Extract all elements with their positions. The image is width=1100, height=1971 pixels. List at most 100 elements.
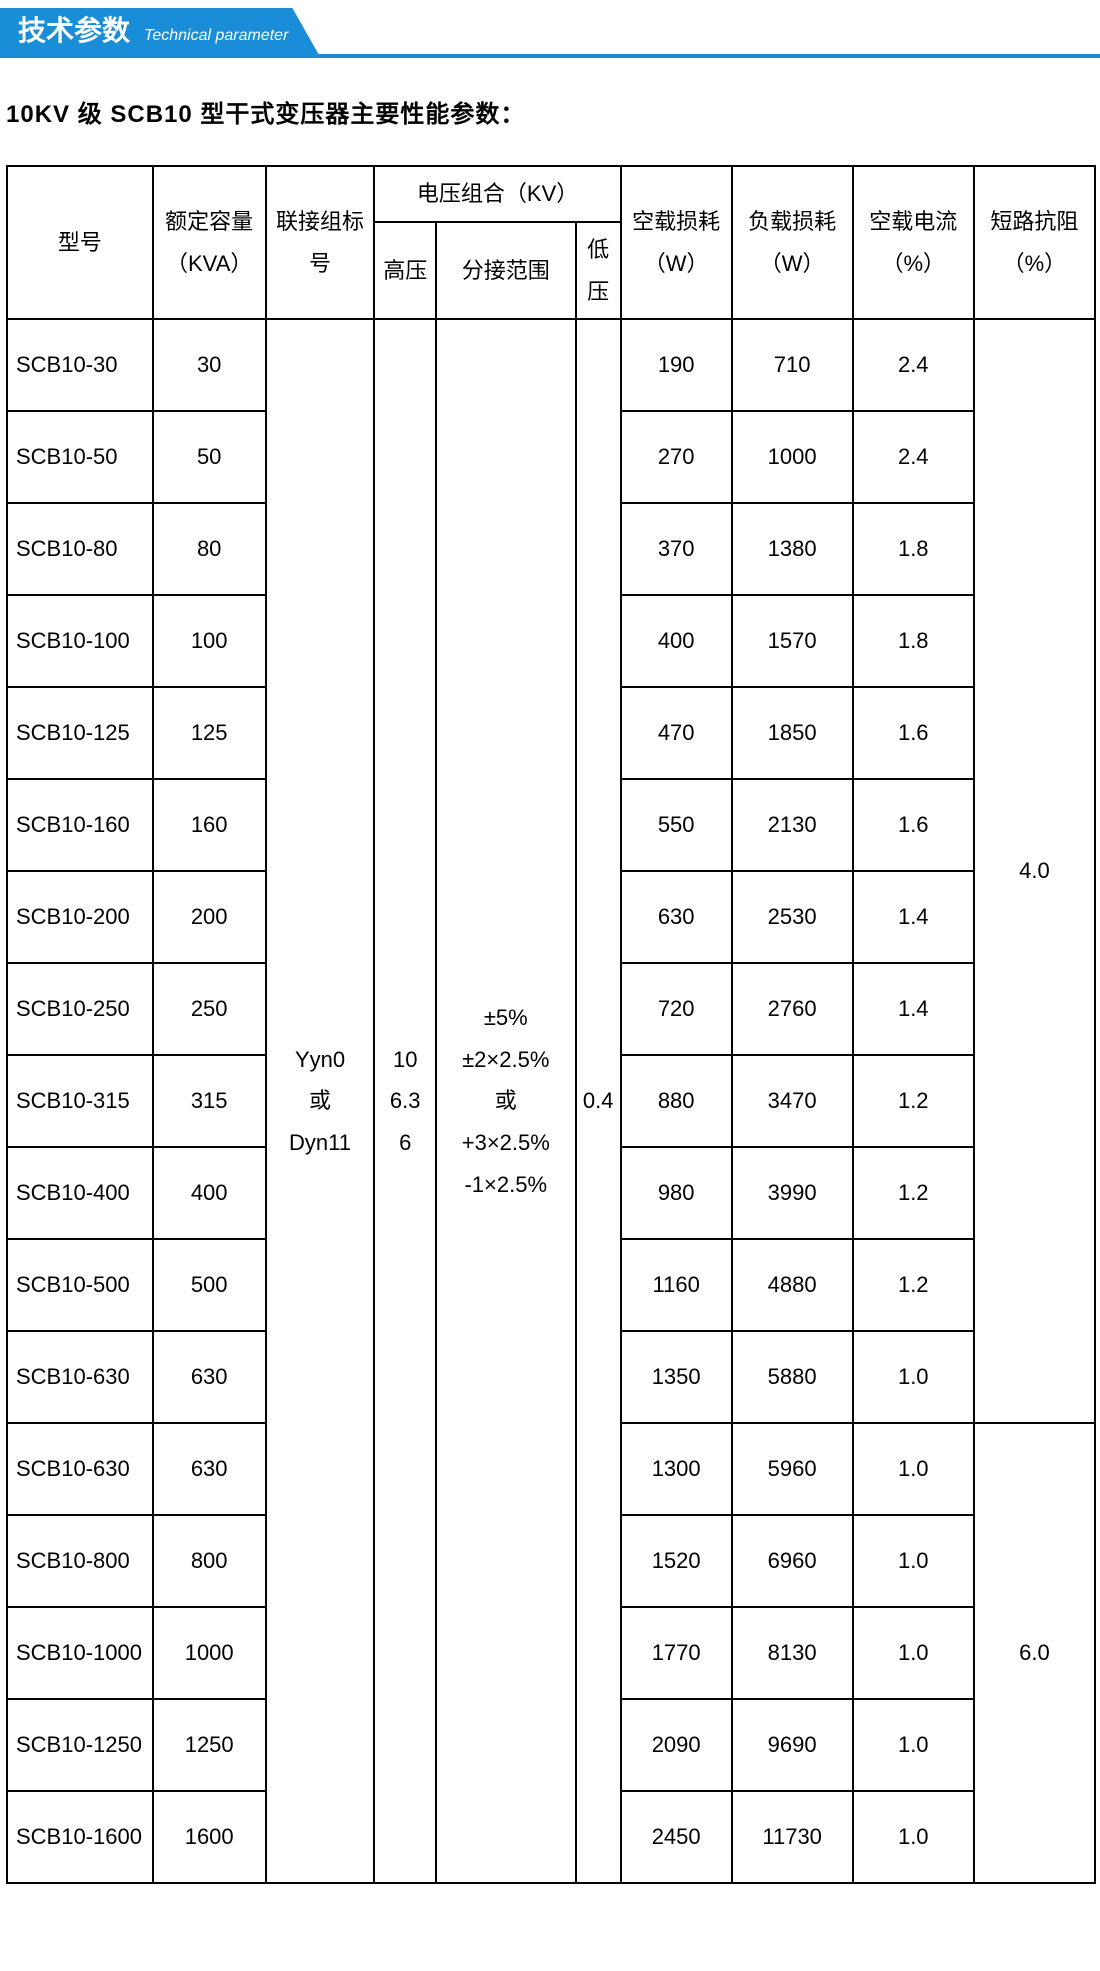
cell-model: SCB10-80 — [7, 503, 153, 595]
cell-model: SCB10-200 — [7, 871, 153, 963]
cell-noload-loss: 1160 — [621, 1239, 732, 1331]
cell-noload-current: 1.0 — [853, 1699, 974, 1791]
cell-noload-current: 1.4 — [853, 963, 974, 1055]
banner-tab: 技术参数 Technical parameter — [0, 8, 318, 54]
cell-noload-loss: 980 — [621, 1147, 732, 1239]
cell-capacity: 1600 — [153, 1791, 266, 1883]
th-impedance: 短路抗阻（%） — [974, 166, 1095, 319]
th-connection: 联接组标号 — [266, 166, 375, 319]
cell-model: SCB10-30 — [7, 319, 153, 411]
cell-noload-current: 1.6 — [853, 687, 974, 779]
cell-load-loss: 8130 — [732, 1607, 853, 1699]
cell-impedance: 6.0 — [974, 1423, 1095, 1883]
cell-noload-loss: 1520 — [621, 1515, 732, 1607]
cell-capacity: 160 — [153, 779, 266, 871]
cell-noload-loss: 400 — [621, 595, 732, 687]
cell-capacity: 1250 — [153, 1699, 266, 1791]
cell-model: SCB10-160 — [7, 779, 153, 871]
cell-model: SCB10-125 — [7, 687, 153, 779]
cell-model: SCB10-800 — [7, 1515, 153, 1607]
cell-load-loss: 5960 — [732, 1423, 853, 1515]
cell-noload-current: 1.0 — [853, 1791, 974, 1883]
cell-load-loss: 1380 — [732, 503, 853, 595]
cell-model: SCB10-1250 — [7, 1699, 153, 1791]
cell-model: SCB10-50 — [7, 411, 153, 503]
cell-capacity: 630 — [153, 1423, 266, 1515]
cell-connection: Yyn0 或 Dyn11 — [266, 319, 375, 1883]
cell-noload-current: 1.4 — [853, 871, 974, 963]
th-tap: 分接范围 — [436, 222, 576, 320]
cell-load-loss: 9690 — [732, 1699, 853, 1791]
table-header: 型号 额定容量（KVA） 联接组标号 电压组合（KV） 空载损耗（W） 负载损耗… — [7, 166, 1095, 319]
cell-noload-loss: 1300 — [621, 1423, 732, 1515]
cell-tap: ±5% ±2×2.5% 或 +3×2.5% -1×2.5% — [436, 319, 576, 1883]
table-row: SCB10-3030Yyn0 或 Dyn1110 6.3 6±5% ±2×2.5… — [7, 319, 1095, 411]
table-body: SCB10-3030Yyn0 或 Dyn1110 6.3 6±5% ±2×2.5… — [7, 319, 1095, 1883]
banner-title-zh: 技术参数 — [18, 8, 130, 54]
cell-lv: 0.4 — [576, 319, 621, 1883]
cell-load-loss: 11730 — [732, 1791, 853, 1883]
cell-load-loss: 1570 — [732, 595, 853, 687]
cell-capacity: 1000 — [153, 1607, 266, 1699]
th-noload-loss: 空载损耗（W） — [621, 166, 732, 319]
spec-table: 型号 额定容量（KVA） 联接组标号 电压组合（KV） 空载损耗（W） 负载损耗… — [6, 165, 1096, 1884]
cell-model: SCB10-630 — [7, 1331, 153, 1423]
cell-noload-loss: 1770 — [621, 1607, 732, 1699]
cell-noload-current: 1.0 — [853, 1331, 974, 1423]
cell-noload-current: 1.0 — [853, 1607, 974, 1699]
cell-capacity: 315 — [153, 1055, 266, 1147]
cell-load-loss: 4880 — [732, 1239, 853, 1331]
cell-noload-current: 2.4 — [853, 411, 974, 503]
cell-model: SCB10-250 — [7, 963, 153, 1055]
th-capacity: 额定容量（KVA） — [153, 166, 266, 319]
cell-noload-loss: 550 — [621, 779, 732, 871]
cell-noload-loss: 1350 — [621, 1331, 732, 1423]
cell-capacity: 500 — [153, 1239, 266, 1331]
th-model: 型号 — [7, 166, 153, 319]
cell-noload-loss: 880 — [621, 1055, 732, 1147]
cell-load-loss: 2130 — [732, 779, 853, 871]
cell-noload-current: 1.2 — [853, 1239, 974, 1331]
section-banner: 技术参数 Technical parameter — [0, 8, 1100, 58]
cell-capacity: 250 — [153, 963, 266, 1055]
cell-capacity: 125 — [153, 687, 266, 779]
cell-noload-current: 1.0 — [853, 1423, 974, 1515]
th-lv: 低压 — [576, 222, 621, 320]
cell-load-loss: 5880 — [732, 1331, 853, 1423]
cell-noload-loss: 2450 — [621, 1791, 732, 1883]
cell-model: SCB10-1600 — [7, 1791, 153, 1883]
cell-noload-loss: 370 — [621, 503, 732, 595]
cell-load-loss: 3990 — [732, 1147, 853, 1239]
cell-noload-current: 1.0 — [853, 1515, 974, 1607]
cell-load-loss: 1850 — [732, 687, 853, 779]
cell-noload-loss: 470 — [621, 687, 732, 779]
cell-capacity: 630 — [153, 1331, 266, 1423]
cell-model: SCB10-630 — [7, 1423, 153, 1515]
cell-load-loss: 1000 — [732, 411, 853, 503]
cell-noload-loss: 720 — [621, 963, 732, 1055]
cell-noload-loss: 2090 — [621, 1699, 732, 1791]
cell-noload-current: 1.8 — [853, 595, 974, 687]
cell-noload-current: 1.2 — [853, 1055, 974, 1147]
cell-noload-current: 1.6 — [853, 779, 974, 871]
cell-noload-current: 1.8 — [853, 503, 974, 595]
cell-noload-current: 1.2 — [853, 1147, 974, 1239]
cell-noload-loss: 630 — [621, 871, 732, 963]
th-hv: 高压 — [374, 222, 436, 320]
cell-capacity: 50 — [153, 411, 266, 503]
th-load-loss: 负载损耗（W） — [732, 166, 853, 319]
cell-model: SCB10-1000 — [7, 1607, 153, 1699]
cell-model: SCB10-500 — [7, 1239, 153, 1331]
page-title: 10KV 级 SCB10 型干式变压器主要性能参数： — [0, 94, 1100, 129]
cell-noload-loss: 270 — [621, 411, 732, 503]
cell-load-loss: 2530 — [732, 871, 853, 963]
cell-noload-current: 2.4 — [853, 319, 974, 411]
cell-load-loss: 6960 — [732, 1515, 853, 1607]
cell-noload-loss: 190 — [621, 319, 732, 411]
cell-impedance: 4.0 — [974, 319, 1095, 1423]
th-voltage-group: 电压组合（KV） — [374, 166, 620, 222]
banner-title-en: Technical parameter — [144, 13, 288, 59]
cell-load-loss: 3470 — [732, 1055, 853, 1147]
cell-capacity: 400 — [153, 1147, 266, 1239]
cell-load-loss: 710 — [732, 319, 853, 411]
